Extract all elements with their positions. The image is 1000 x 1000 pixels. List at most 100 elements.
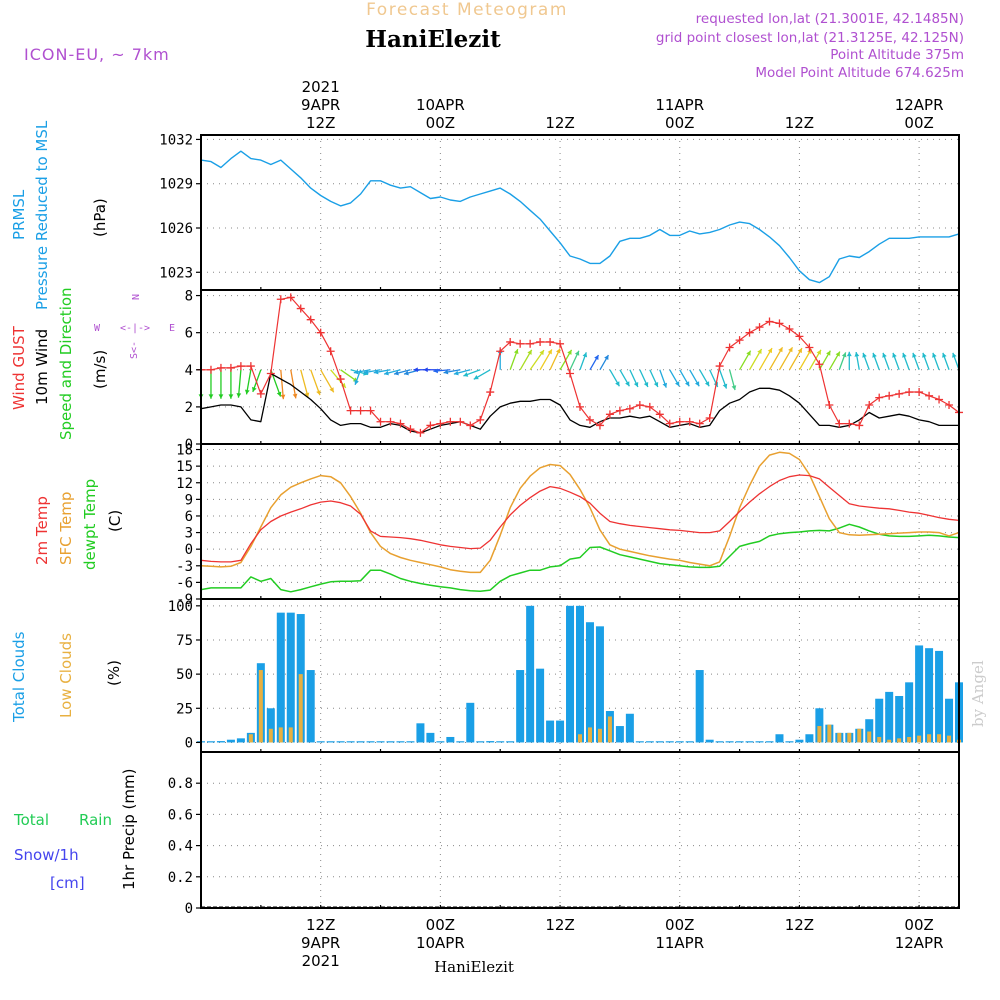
y-tick-label: 0.6 [168,807,193,823]
wind-arrow-head [841,352,847,358]
gust-marker [905,388,914,397]
total-cloud-bar [725,741,734,743]
gust-marker [436,419,445,428]
wind-arrow-head [757,348,762,354]
total-cloud-bar [486,741,495,743]
gust-marker [276,295,285,304]
wind-arrow-head [353,369,359,375]
low-cloud-bar [837,732,842,743]
gust-marker [775,319,784,328]
wind-arrow-head [862,352,867,358]
total-cloud-bar [685,741,694,743]
grid-point-coords: grid point closest lon,lat (21.3125E, 42… [656,30,964,46]
wind-arrow-head [354,379,359,385]
wind-arrow-head [208,394,214,399]
wind-arrow-head [643,382,649,388]
pressure-msl-label: Pressure Reduced to MSL [33,120,51,310]
bottom-time-label: 00Z [665,916,694,934]
gust-marker [625,404,634,413]
y-tick-label: 1023 [159,265,193,281]
gust-marker [246,362,255,371]
low-cloud-bar [917,735,922,743]
sfc-temp-line [200,451,960,574]
total-cloud-bar [426,732,435,743]
y-tick-label: 15 [176,459,193,475]
wind-arrow-head [236,393,242,398]
wind-arrow-head [363,369,369,375]
gust-marker [386,417,395,426]
gust-marker [416,428,425,437]
top-time-label: 9APR [301,96,340,114]
total-cloud-bar [566,605,575,743]
total-cloud-bar [895,695,904,743]
wind-arrow-head [615,381,620,387]
wind-arrow-head [567,349,572,355]
rain-label: Rain [79,811,112,829]
total-cloud-bar [236,738,245,743]
y-tick-label: 18 [176,443,193,459]
y-tick-label: 2 [185,400,193,416]
gust-marker [735,336,744,345]
total-cloud-bar [795,739,804,743]
bottom-time-label: 11APR [655,934,704,952]
gust-marker [785,324,794,333]
gust-marker [805,343,814,352]
total-cloud-bar [755,741,764,743]
bottom-time-label: 12APR [895,934,944,952]
dewpt-line [200,523,960,593]
total-cloud-bar [306,670,315,743]
wind-arrow-head [276,391,282,397]
wind-arrow-head [746,350,751,356]
total-cloud-bar [446,736,455,743]
total-cloud-bar [376,741,385,743]
wind-arrow-head [218,394,224,399]
model-name: ICON-EU, ~ 7km [24,45,170,64]
wind-arrow-shaft [300,369,309,398]
wind-arrow-head [816,349,821,355]
gust-marker [835,419,844,428]
temperature-labels: 2m Temp SFC Temp dewpt Temp (C) [33,479,124,570]
total-cloud-bar [456,741,465,743]
y-tick-label: 12 [176,476,193,492]
low-cloud-bar [268,728,273,743]
bottom-time-label: 10APR [416,934,465,952]
gust-marker [336,375,345,384]
compass-s: S<- [129,341,140,359]
total-cloud-bar [785,741,794,743]
y-tick-label: -3 [176,559,193,575]
wind-arrow-head [394,370,399,376]
total-cloud-bar [276,612,285,743]
wind-arrow-head [797,348,802,354]
total-cloud-bar [635,741,644,743]
wind-arrow-shaft [290,369,297,399]
snow-unit: [cm] [50,874,85,892]
gust-marker [286,293,295,302]
footer-station: HaniElezit [434,958,514,976]
top-time-label: 00Z [665,114,694,132]
wind-arrow-head [854,352,860,357]
y-tick-label: -9 [176,592,193,608]
t2m-line [200,474,960,563]
cloud-unit: (%) [105,660,123,686]
gust-marker [446,417,455,426]
wind-arrow-head [778,347,783,353]
total-cloud-bar [366,741,375,743]
gust-marker [855,421,864,430]
gust-marker [516,339,525,348]
wind-arrow-head [882,352,887,358]
wind-arrow-head [539,350,544,356]
bottom-time-label: 00Z [904,916,933,934]
gust-marker [536,337,545,346]
wind-arrow-head [316,390,321,396]
y-tick-label: 0 [185,735,193,751]
y-tick-label: 1029 [159,177,193,193]
precip-labels: Total Rain Snow/1h [cm] 1hr Precip (mm) [13,769,138,892]
gust-marker [685,417,694,426]
wind-arrow-head [932,352,937,358]
total-cloud-bar [476,741,485,743]
total-clouds-label: Total Clouds [10,631,28,723]
wind-arrow-head [329,387,334,393]
pressure-unit: (hPa) [91,198,109,237]
wind-arrow-head [684,381,690,387]
